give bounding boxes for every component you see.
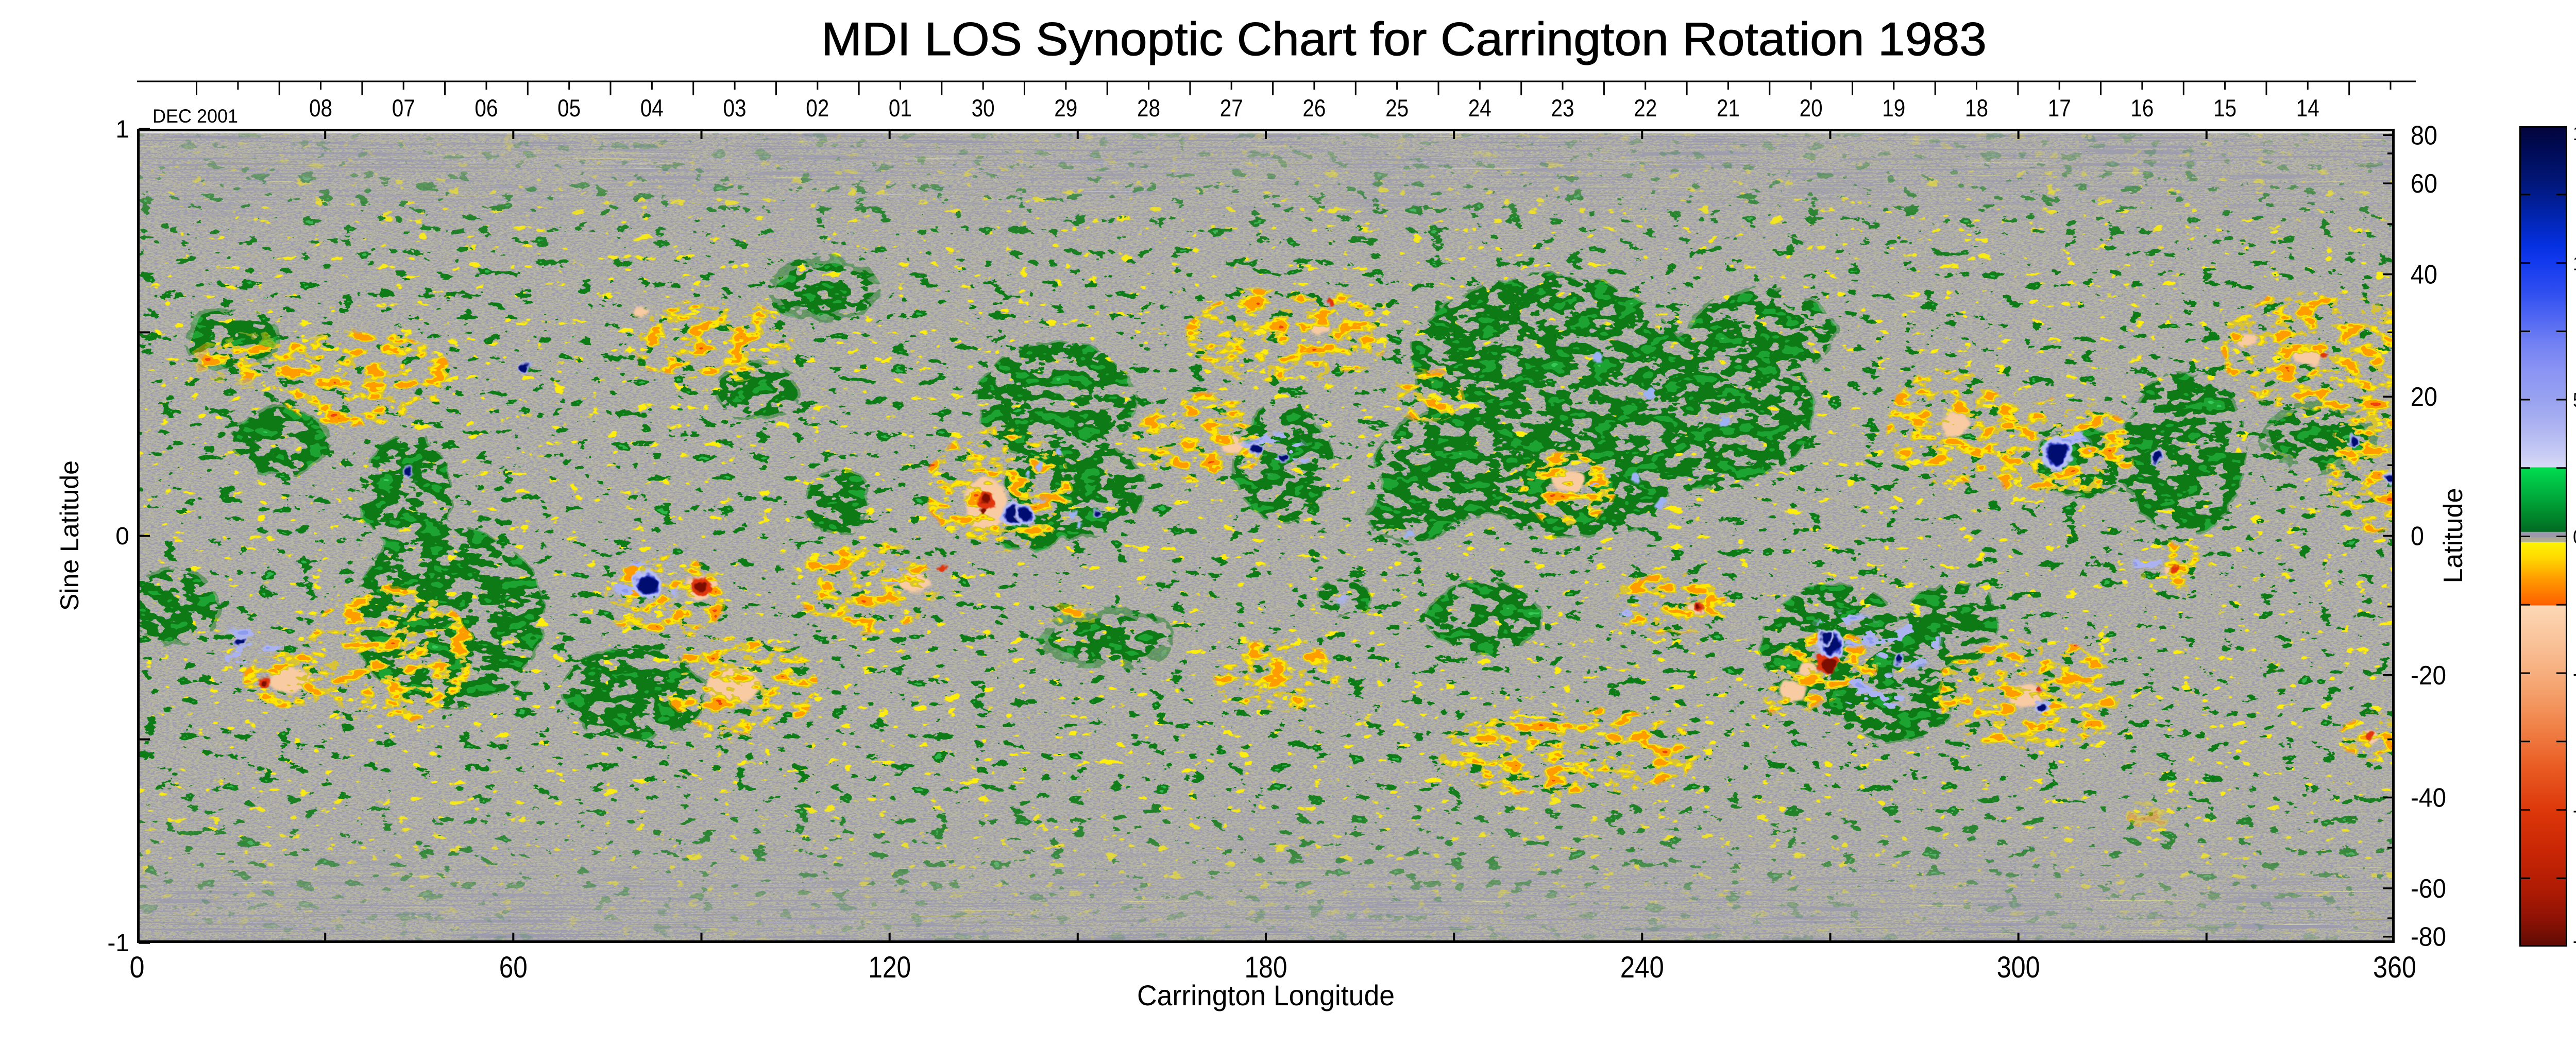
- svg-text:14: 14: [2296, 94, 2319, 122]
- svg-text:02: 02: [806, 94, 829, 122]
- svg-text:29: 29: [1054, 94, 1077, 122]
- svg-text:360: 360: [2373, 951, 2416, 984]
- svg-text:0: 0: [2411, 522, 2424, 552]
- svg-text:06: 06: [474, 94, 498, 122]
- svg-text:-1: -1: [107, 930, 129, 957]
- svg-text:0: 0: [115, 523, 129, 550]
- svg-text:08: 08: [309, 94, 332, 122]
- svg-text:-500: -500: [2573, 663, 2576, 685]
- svg-text:04: 04: [640, 94, 664, 122]
- svg-text:1: 1: [115, 116, 129, 143]
- svg-text:27: 27: [1220, 94, 1243, 122]
- svg-text:22: 22: [1634, 94, 1657, 122]
- svg-text:21: 21: [1717, 94, 1740, 122]
- svg-text:-1500: -1500: [2573, 930, 2576, 952]
- svg-text:80: 80: [2411, 121, 2437, 150]
- svg-text:300: 300: [1997, 951, 2040, 984]
- svg-text:-20: -20: [2411, 661, 2446, 691]
- svg-text:26: 26: [1302, 94, 1326, 122]
- svg-text:20: 20: [1800, 94, 1823, 122]
- svg-text:30: 30: [972, 94, 995, 122]
- svg-text:60: 60: [2411, 169, 2437, 199]
- svg-text:Sine Latitude: Sine Latitude: [55, 460, 84, 611]
- svg-text:0: 0: [2573, 526, 2576, 548]
- svg-text:05: 05: [557, 94, 581, 122]
- svg-text:16: 16: [2130, 94, 2154, 122]
- svg-text:1000: 1000: [2573, 253, 2576, 275]
- svg-text:-80: -80: [2411, 922, 2446, 952]
- svg-text:MDI LOS Synoptic Chart for Car: MDI LOS Synoptic Chart for Carrington Ro…: [821, 13, 1987, 65]
- svg-text:240: 240: [1620, 951, 1664, 984]
- svg-text:40: 40: [2411, 260, 2437, 290]
- svg-text:25: 25: [1385, 94, 1409, 122]
- svg-text:120: 120: [868, 951, 911, 984]
- svg-text:0: 0: [130, 951, 145, 984]
- svg-text:01: 01: [889, 94, 912, 122]
- svg-text:28: 28: [1137, 94, 1160, 122]
- svg-text:17: 17: [2048, 94, 2071, 122]
- svg-text:500: 500: [2573, 389, 2576, 411]
- svg-text:03: 03: [723, 94, 747, 122]
- svg-text:DEC 2001: DEC 2001: [152, 106, 238, 127]
- svg-text:20: 20: [2411, 382, 2437, 412]
- svg-text:18: 18: [1965, 94, 1988, 122]
- svg-text:Latitude: Latitude: [2438, 488, 2468, 583]
- svg-text:24: 24: [1468, 94, 1492, 122]
- svg-text:180: 180: [1245, 951, 1287, 984]
- svg-text:Carrington Longitude: Carrington Longitude: [1137, 979, 1395, 1011]
- svg-text:-40: -40: [2411, 783, 2446, 813]
- svg-text:1500: 1500: [2573, 123, 2576, 145]
- svg-text:19: 19: [1882, 94, 1905, 122]
- svg-text:07: 07: [392, 94, 415, 122]
- svg-text:-60: -60: [2411, 874, 2446, 904]
- svg-text:-1000: -1000: [2573, 800, 2576, 822]
- svg-text:23: 23: [1551, 94, 1574, 122]
- svg-text:15: 15: [2213, 94, 2236, 122]
- svg-text:60: 60: [499, 951, 528, 984]
